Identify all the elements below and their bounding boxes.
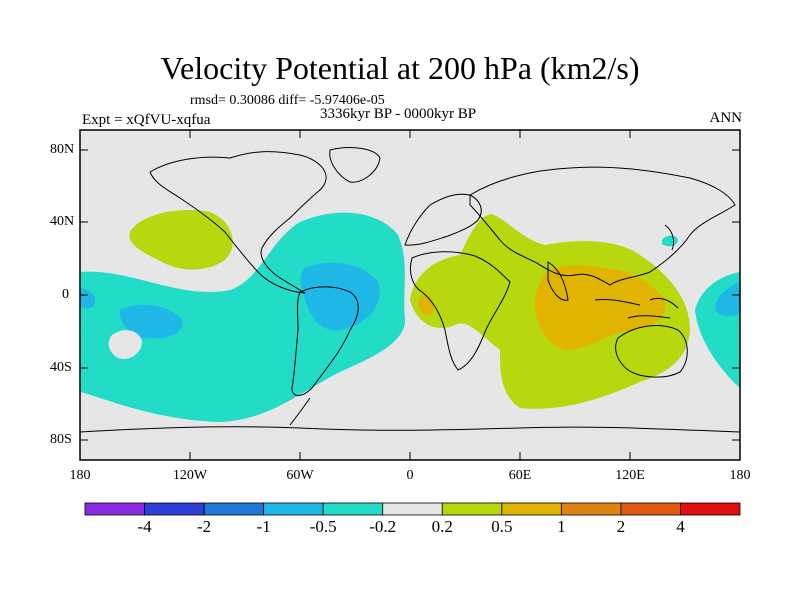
coastlines — [80, 147, 740, 433]
y-tick-40s: 40S — [50, 360, 72, 375]
period-label: 3336kyr BP - 0000kyr BP — [320, 106, 477, 122]
contour-zero-hole — [108, 330, 142, 360]
x-tick-120e: 120E — [615, 468, 645, 483]
stats-line: rmsd= 0.30086 diff= -5.97406e-05 — [190, 93, 385, 108]
colorbar-label: -0.5 — [309, 517, 337, 536]
colorbar-swatch — [441, 502, 503, 516]
season-label: ANN — [709, 110, 743, 126]
colorbar-swatch — [620, 502, 681, 516]
colorbar-swatch — [263, 502, 324, 516]
contour-pos-mod-maritime — [535, 265, 666, 350]
colorbar — [84, 502, 741, 516]
colorbar-label: 0.5 — [491, 517, 513, 536]
contour-neg-mod-pacific — [119, 304, 183, 339]
colorbar-swatch — [84, 502, 145, 516]
colorbar-swatch — [382, 502, 443, 516]
colorbar-label: -2 — [196, 517, 212, 536]
y-tick-80n: 80N — [50, 142, 75, 157]
y-tick-0: 0 — [62, 287, 69, 302]
colorbar-label: -4 — [137, 517, 152, 536]
y-tick-80s: 80S — [50, 432, 72, 447]
colorbar-label: -0.2 — [369, 517, 397, 536]
colorbar-label: 0.2 — [431, 517, 453, 536]
contour-neg-mod-west — [80, 288, 96, 309]
x-tick-0: 0 — [406, 468, 414, 483]
contour-neg-mod-southamerica — [300, 262, 380, 331]
chart-title: Velocity Potential at 200 hPa (km2/s) — [160, 50, 640, 86]
colorbar-label: 1 — [557, 517, 566, 536]
x-tick-180e: 180 — [729, 468, 751, 483]
y-tick-40n: 40N — [50, 214, 75, 229]
x-tick-180w: 180 — [69, 468, 91, 483]
x-tick-120w: 120W — [172, 468, 208, 483]
colorbar-swatch — [322, 502, 384, 516]
x-tick-60e: 60E — [508, 468, 532, 483]
colorbar-label: -1 — [256, 517, 271, 536]
colorbar-swatch — [144, 502, 205, 516]
x-tick-60w: 60W — [286, 468, 314, 483]
colorbar-label: 2 — [616, 517, 626, 536]
colorbar-swatch — [680, 502, 741, 516]
colorbar-swatch — [203, 502, 265, 516]
contour-neg-mod-east — [715, 282, 740, 316]
colorbar-label: 4 — [676, 517, 685, 536]
experiment-label: Expt = xQfVU-xqfua — [82, 112, 211, 128]
colorbar-swatch — [501, 502, 562, 516]
colorbar-swatch — [560, 502, 622, 516]
axis-ticks — [79, 130, 741, 460]
contour-pos-weak-npacific — [129, 210, 233, 270]
